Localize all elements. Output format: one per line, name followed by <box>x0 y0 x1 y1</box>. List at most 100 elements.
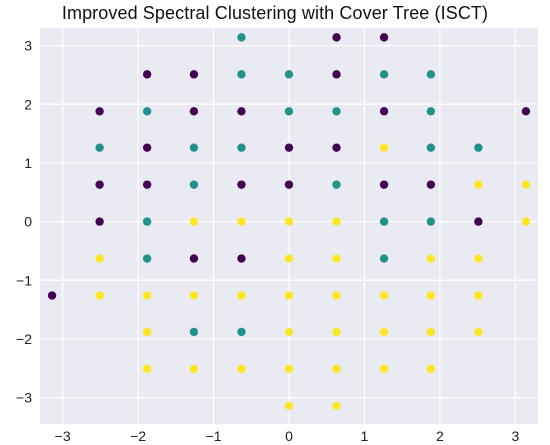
scatter-point <box>332 217 341 226</box>
scatter-point <box>142 180 152 189</box>
scatter-point <box>474 327 483 337</box>
scatter-point <box>379 107 389 116</box>
y-tick-label: −3 <box>16 390 32 406</box>
x-tick-label: 3 <box>511 428 519 444</box>
chart-title: Improved Spectral Clustering with Cover … <box>61 3 489 23</box>
scatter-point <box>332 364 341 374</box>
scatter-point <box>426 364 436 374</box>
scatter-point <box>237 327 246 337</box>
y-axis-ticks: −3 −2 −1 0 1 2 3 <box>16 38 32 406</box>
scatter-point <box>284 327 294 337</box>
scatter-point <box>521 217 531 226</box>
scatter-point <box>142 143 152 152</box>
scatter-point <box>142 254 152 263</box>
y-tick-label: −2 <box>16 331 32 347</box>
scatter-point <box>379 33 389 42</box>
scatter-point <box>379 70 389 79</box>
scatter-point <box>237 291 246 300</box>
scatter-point <box>284 401 294 411</box>
x-tick-label: 2 <box>436 428 444 444</box>
y-tick-label: 0 <box>24 214 32 230</box>
scatter-point <box>426 143 436 152</box>
y-tick-label: 1 <box>24 155 32 171</box>
scatter-point <box>142 327 152 337</box>
scatter-point <box>332 254 341 263</box>
scatter-point <box>379 143 389 152</box>
scatter-point <box>237 217 246 226</box>
x-tick-label: −2 <box>130 428 146 444</box>
scatter-point <box>237 33 246 42</box>
scatter-point <box>189 107 199 116</box>
scatter-point <box>379 217 389 226</box>
scatter-point <box>379 254 389 263</box>
scatter-point <box>426 327 436 337</box>
scatter-point <box>189 143 199 152</box>
scatter-point <box>332 180 341 189</box>
scatter-point <box>426 254 436 263</box>
scatter-point <box>142 364 152 374</box>
x-tick-label: −3 <box>55 428 71 444</box>
scatter-point <box>95 291 104 300</box>
scatter-point <box>95 217 104 226</box>
scatter-point <box>426 217 436 226</box>
gridlines <box>40 28 538 424</box>
scatter-point <box>379 364 389 374</box>
scatter-point <box>95 143 104 152</box>
scatter-point <box>237 364 246 374</box>
scatter-point <box>284 143 294 152</box>
scatter-point <box>237 70 246 79</box>
scatter-point <box>47 291 57 300</box>
scatter-point <box>142 291 152 300</box>
x-axis-ticks: −3 −2 −1 0 1 2 3 <box>55 428 520 444</box>
scatter-point <box>426 70 436 79</box>
scatter-point <box>284 291 294 300</box>
scatter-point <box>379 180 389 189</box>
scatter-point <box>237 143 246 152</box>
scatter-point <box>426 107 436 116</box>
scatter-point <box>189 217 199 226</box>
scatter-point <box>237 107 246 116</box>
scatter-point <box>474 291 483 300</box>
y-tick-label: −1 <box>16 272 32 288</box>
y-tick-label: 3 <box>24 38 32 54</box>
scatter-point <box>189 291 199 300</box>
scatter-point <box>189 327 199 337</box>
scatter-point <box>237 254 246 263</box>
scatter-point <box>95 254 104 263</box>
scatter-point <box>426 180 436 189</box>
x-tick-label: 1 <box>361 428 369 444</box>
scatter-point <box>379 327 389 337</box>
scatter-point <box>284 254 294 263</box>
x-tick-label: −1 <box>206 428 222 444</box>
scatter-point <box>332 143 341 152</box>
scatter-point <box>284 217 294 226</box>
scatter-point <box>142 107 152 116</box>
scatter-point <box>189 364 199 374</box>
scatter-point <box>284 180 294 189</box>
data-points <box>47 33 531 411</box>
scatter-point <box>142 217 152 226</box>
scatter-point <box>332 327 341 337</box>
scatter-point <box>332 70 341 79</box>
scatter-point <box>189 180 199 189</box>
scatter-point <box>332 107 341 116</box>
scatter-point <box>189 70 199 79</box>
scatter-point <box>284 70 294 79</box>
scatter-point <box>332 291 341 300</box>
scatter-point <box>474 254 483 263</box>
scatter-point <box>521 107 531 116</box>
scatter-point <box>142 70 152 79</box>
scatter-point <box>332 33 341 42</box>
scatter-point <box>284 364 294 374</box>
scatter-point <box>474 180 483 189</box>
scatter-point <box>474 143 483 152</box>
scatter-point <box>474 217 483 226</box>
scatter-point <box>426 291 436 300</box>
scatter-point <box>284 107 294 116</box>
scatter-point <box>379 291 389 300</box>
y-tick-label: 2 <box>24 96 32 112</box>
scatter-point <box>95 107 104 116</box>
scatter-point <box>189 254 199 263</box>
scatter-point <box>521 180 531 189</box>
